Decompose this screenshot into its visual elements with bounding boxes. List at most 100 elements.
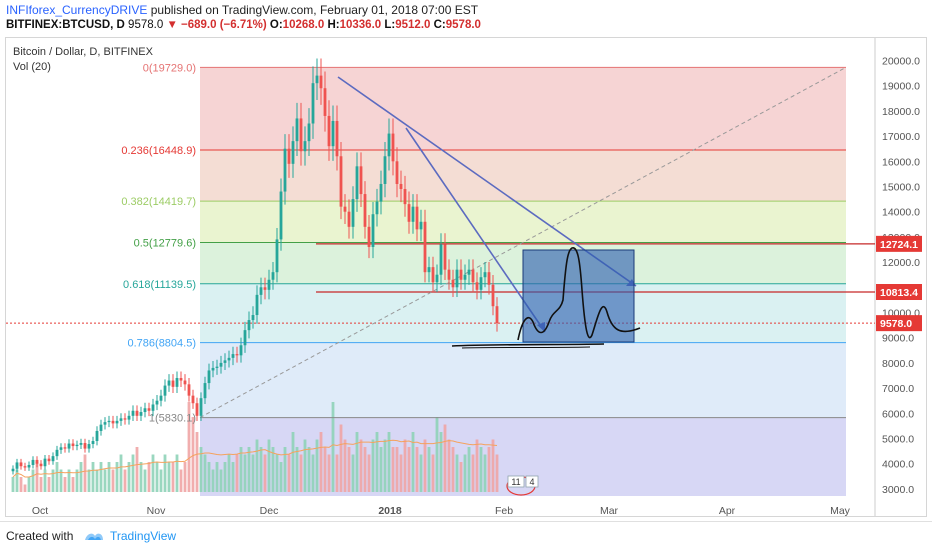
candle-body [439,244,443,275]
candle-body [415,206,419,230]
candle-body [463,274,467,280]
volume-bar [103,469,107,492]
volume-bar [467,447,471,492]
volume-bar [259,447,263,492]
candle-body [79,443,83,445]
volume-bar [199,447,203,492]
volume-bar [299,454,303,492]
volume-bar [351,454,355,492]
y-tick-label: 7000.0 [882,383,914,395]
volume-bar [455,454,459,492]
open-value: 10268.0 [282,19,325,31]
candle-body [123,418,127,420]
candle-body [271,272,275,280]
candle-body [255,294,259,316]
publish-info: INFIforex_CurrencyDRIVE published on Tra… [6,3,478,17]
candle-body [479,277,483,290]
candle-body [251,315,255,321]
volume-legend: Vol (20) [13,61,51,73]
volume-bar [11,477,15,492]
candle-body [395,161,399,184]
candle-body [447,269,451,280]
volume-bar [443,424,447,492]
candle-body [487,272,491,285]
volume-bar [363,447,367,492]
last-price: 9578.0 [128,19,164,31]
candle-body [331,120,335,147]
volume-bar [495,454,499,492]
candle-body [71,443,75,447]
trend-arrow-line [405,127,546,333]
x-tick-label: Apr [719,505,736,517]
candle-body [323,88,327,116]
candle-body [263,287,267,290]
candle-body [171,380,175,387]
y-tick-label: 20000.0 [882,56,920,68]
tradingview-logo-icon [85,533,103,540]
candle-body [47,458,51,462]
volume-bar [427,447,431,492]
publish-date: published on TradingView.com, February 0… [150,3,479,17]
volume-bar [451,447,455,492]
price-label-text: 9578.0 [880,318,912,330]
volume-bar [271,447,275,492]
volume-bar [383,439,387,492]
candle-body [143,408,147,413]
y-tick-label: 12000.0 [882,257,920,269]
volume-bar [267,439,271,492]
fib-level-label: 0.618(11139.5) [123,279,196,291]
volume-bar [227,454,231,492]
volume-bar [79,462,83,492]
volume-bar [407,447,411,492]
candle-body [295,118,299,142]
candle-body [223,360,227,363]
volume-bar [23,484,27,492]
candle-body [199,398,203,416]
volume-bar [415,447,419,492]
volume-bar [119,454,123,492]
volume-bar [291,432,295,492]
candle-body [119,418,123,421]
x-tick-label: 2018 [378,505,402,517]
candle-body [167,380,171,386]
volume-bar [47,477,51,492]
candle-body [155,400,159,405]
high-value: 10336.0 [339,19,382,31]
volume-bar [411,432,415,492]
volume-bar [51,469,55,492]
price-chart[interactable]: 20000.0 19000.0 18000.0 17000.0 16000.0 15000… [0,0,932,520]
low-label: L: [384,19,396,31]
candle-body [491,284,495,307]
volume-bar [59,469,63,492]
volume-bar [19,477,23,492]
tradingview-brand[interactable]: TradingView [110,529,177,543]
volume-bar [311,454,315,492]
candle-body [15,462,19,469]
y-tick-label: 5000.0 [882,434,914,446]
volume-bar [191,417,195,492]
fib-zone [200,342,846,418]
volume-bar [379,447,383,492]
volume-bar [143,469,147,492]
author-link[interactable]: INFIforex_CurrencyDRIVE [6,3,148,17]
candle-body [211,367,215,371]
volume-bar [63,477,67,492]
volume-bar [435,417,439,492]
volume-bar [395,447,399,492]
volume-bar [75,469,79,492]
candle-body [275,239,279,273]
x-tick-label: Mar [600,505,619,517]
fib-level-label: 0.382(14419.7) [121,196,196,208]
symbol-label: BITFINEX:BTCUSD, D [6,19,125,31]
volume-bar [263,454,267,492]
candle-body [283,148,287,192]
candle-body [191,395,195,404]
volume-bar [339,424,343,492]
volume-bar [43,469,47,492]
candle-body [347,211,351,227]
y-tick-label: 14000.0 [882,207,920,219]
volume-bar [275,454,279,492]
candle-body [91,441,95,445]
volume-bar [219,469,223,492]
candle-body [355,166,359,200]
